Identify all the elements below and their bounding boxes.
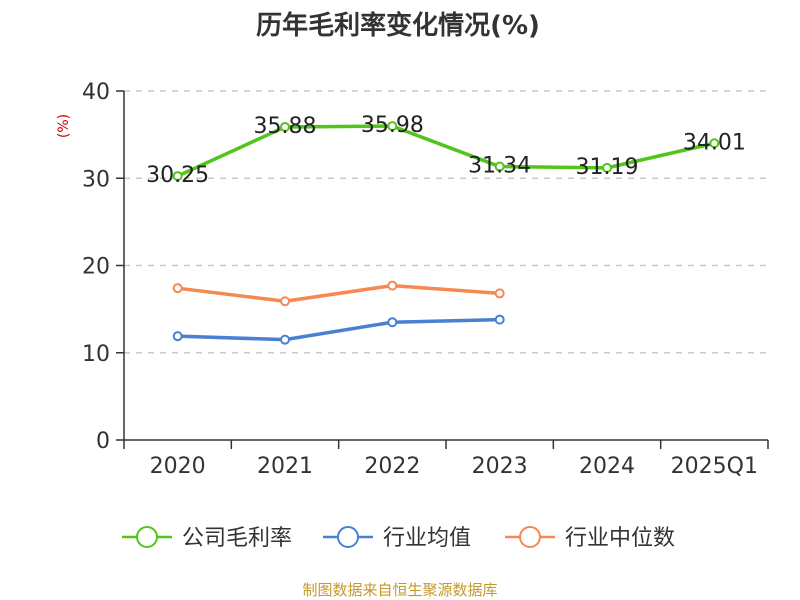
legend: 公司毛利率 行业均值 行业中位数	[122, 526, 675, 551]
data-label: 31.19	[576, 155, 639, 180]
x-tick-label: 2021	[257, 454, 313, 479]
axes: 0 10 20 30 40 2020 2021 2022 2023 2024 2025Q1	[82, 80, 769, 479]
data-label: 35.88	[254, 114, 317, 139]
source-note: 制图数据来自恒生聚源数据库	[302, 581, 497, 599]
data-label: 31.34	[468, 154, 531, 179]
x-tick-label: 2022	[364, 454, 420, 479]
data-label: 35.98	[361, 113, 424, 138]
x-tick-label: 2024	[579, 454, 635, 479]
legend-label: 公司毛利率	[182, 526, 292, 551]
legend-label: 行业中位数	[565, 526, 675, 551]
x-tick-label: 2025Q1	[671, 454, 758, 479]
data-point	[387, 280, 398, 291]
data-point	[172, 171, 183, 182]
x-tick-label: 2020	[150, 454, 206, 479]
y-tick-label: 40	[82, 80, 110, 105]
data-point	[172, 331, 183, 342]
data-point	[602, 162, 612, 173]
data-label: 34.01	[683, 130, 746, 155]
series-line	[176, 124, 715, 178]
data-point	[494, 161, 505, 172]
chart-title: 历年毛利率变化情况(%)	[256, 10, 540, 41]
series-line	[177, 317, 500, 342]
data-point	[494, 314, 505, 325]
gridlines	[124, 90, 768, 354]
y-tick-label: 30	[82, 167, 110, 192]
data-point	[172, 283, 183, 294]
data-point	[494, 288, 505, 299]
data-point	[709, 138, 720, 149]
data-point	[280, 121, 290, 132]
data-label: 30.25	[146, 163, 209, 188]
series-layer	[172, 121, 720, 345]
legend-marker	[136, 526, 158, 548]
series-line	[177, 283, 500, 304]
data-labels: 30.25 35.88 35.98 31.34 31.19 34.01	[146, 113, 746, 188]
legend-label: 行业均值	[383, 526, 471, 551]
data-point	[280, 334, 290, 345]
data-point	[280, 296, 290, 307]
y-tick-label: 10	[82, 342, 110, 367]
legend-marker	[519, 526, 541, 548]
y-axis-unit: (%)	[56, 114, 72, 138]
y-tick-label: 20	[82, 255, 110, 280]
data-point	[387, 317, 398, 328]
legend-marker	[337, 526, 359, 548]
y-tick-label: 0	[96, 429, 110, 454]
data-point	[387, 121, 398, 132]
x-tick-label: 2023	[472, 454, 528, 479]
